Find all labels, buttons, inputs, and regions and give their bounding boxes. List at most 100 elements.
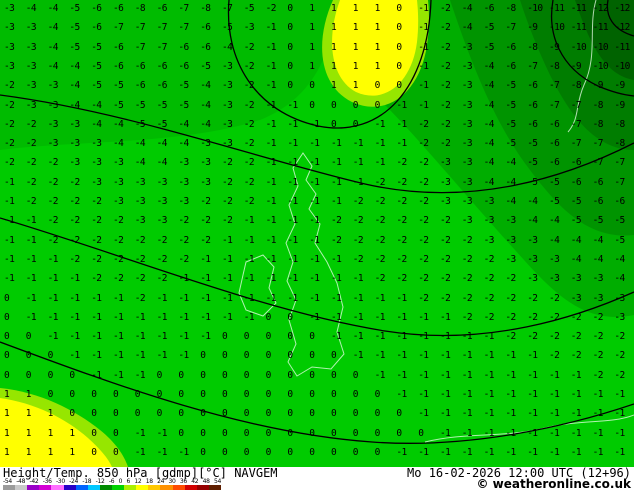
temp-value: -1: [352, 292, 364, 304]
temp-value: -1: [156, 427, 168, 439]
temp-value: -3: [614, 292, 625, 304]
temp-value: 0: [113, 389, 119, 400]
scale-tick-label: -6: [108, 478, 115, 485]
temp-value: 0: [287, 427, 293, 439]
temp-value: -1: [418, 369, 429, 381]
temp-value: -5: [134, 118, 146, 130]
temp-value: 0: [69, 408, 75, 420]
temp-value: -1: [287, 292, 298, 304]
temp-value: -5: [505, 80, 516, 92]
temp-value: -5: [505, 118, 516, 130]
temp-value: -3: [200, 138, 211, 150]
temp-value: 1: [374, 60, 381, 72]
temp-value: -2: [461, 234, 473, 246]
temp-value: 0: [352, 408, 359, 420]
temp-value: -3: [592, 273, 604, 285]
temp-value: -2: [418, 118, 429, 130]
footer-legend-row: -54 -48 -42 -36 -30 -24 -18 -12 -6 0 6 12 18 24 30 36 42…: [0, 478, 634, 490]
temp-value: -2: [113, 273, 124, 285]
scale-color-segment: [111, 485, 125, 490]
temp-value: 0: [309, 331, 315, 343]
temp-value: -5: [200, 60, 211, 72]
temp-value: 0: [287, 389, 293, 400]
temp-value: -2: [134, 253, 146, 265]
scale-tick-label: -42: [29, 478, 39, 485]
scale-color-segment: [184, 485, 197, 490]
temp-value: -6: [156, 80, 168, 92]
temp-value: -1: [287, 176, 298, 188]
temp-value: -3: [461, 138, 473, 150]
temp-value: -4: [505, 157, 516, 169]
temp-value: -2: [47, 176, 59, 188]
temp-value: -1: [156, 446, 168, 458]
temp-value: -4: [483, 176, 495, 188]
temp-value: -7: [549, 80, 560, 92]
temp-value: -1: [4, 196, 15, 207]
temp-value: -1: [134, 427, 146, 439]
temp-value: -4: [483, 60, 495, 72]
temp-value: -5: [222, 22, 233, 34]
temp-value: -2: [47, 215, 59, 227]
temp-value: 0: [47, 389, 54, 400]
temp-value: -1: [69, 331, 80, 343]
temp-value: -9: [527, 22, 538, 34]
temp-value: -6: [505, 41, 516, 53]
temp-value: -2: [614, 331, 625, 343]
temperature-scale-bar: [3, 485, 221, 490]
temp-value: -1: [374, 138, 386, 150]
temp-value: -1: [243, 253, 255, 265]
temp-value: -3: [592, 292, 604, 304]
temp-value: -1: [134, 350, 146, 362]
temp-value: -1: [352, 273, 364, 285]
temp-value: -4: [592, 253, 604, 265]
temp-value: -5: [69, 22, 80, 34]
temp-value: -1: [396, 389, 407, 400]
temp-value: 1: [4, 427, 10, 439]
temp-value: -2: [505, 331, 516, 343]
temp-value: 1: [352, 3, 359, 14]
temp-value: -2: [418, 253, 429, 265]
temp-value: -6: [505, 60, 516, 72]
temp-value: -1: [222, 253, 233, 265]
temp-value: 0: [287, 331, 293, 343]
temp-value: -3: [25, 99, 37, 111]
temp-value: -3: [69, 157, 80, 169]
temp-value: 1: [25, 446, 32, 458]
temp-value: -11: [570, 22, 587, 34]
temp-value: 0: [331, 408, 337, 420]
temp-value: -1: [69, 273, 80, 285]
temp-value: 0: [287, 41, 293, 53]
temp-value: -2: [352, 196, 364, 207]
temp-value: -2: [265, 3, 277, 14]
temp-value: -1: [134, 331, 146, 343]
temp-value: -8: [592, 118, 604, 130]
temp-value: 0: [243, 350, 250, 362]
temp-value: -1: [156, 292, 168, 304]
temp-value: -3: [113, 176, 124, 188]
temp-value: -3: [461, 196, 473, 207]
temp-value: 0: [374, 80, 381, 92]
temp-value: 0: [134, 408, 141, 420]
temp-value: -2: [483, 273, 495, 285]
temp-value: -1: [69, 292, 80, 304]
temp-value: 1: [352, 60, 359, 72]
temp-value: -1: [440, 408, 451, 420]
temp-value: -5: [113, 99, 124, 111]
temp-value: -6: [549, 157, 560, 169]
temp-value: -1: [287, 234, 298, 246]
warm-region-top: [332, 0, 419, 96]
temp-value: -2: [614, 369, 625, 381]
temp-value: -1: [374, 350, 386, 362]
temp-value: -5: [483, 41, 495, 53]
temp-value: -1: [352, 176, 364, 188]
temp-value: -6: [527, 118, 538, 130]
temp-value: -1: [25, 253, 37, 265]
temp-value: -1: [200, 273, 211, 285]
temp-value: -1: [461, 331, 473, 343]
temp-value: -1: [287, 196, 298, 207]
temp-value: 0: [200, 427, 206, 439]
temp-value: -1: [4, 215, 15, 227]
temp-value: -2: [440, 273, 451, 285]
temp-value: -2: [352, 234, 364, 246]
temp-value: -1: [178, 311, 189, 323]
